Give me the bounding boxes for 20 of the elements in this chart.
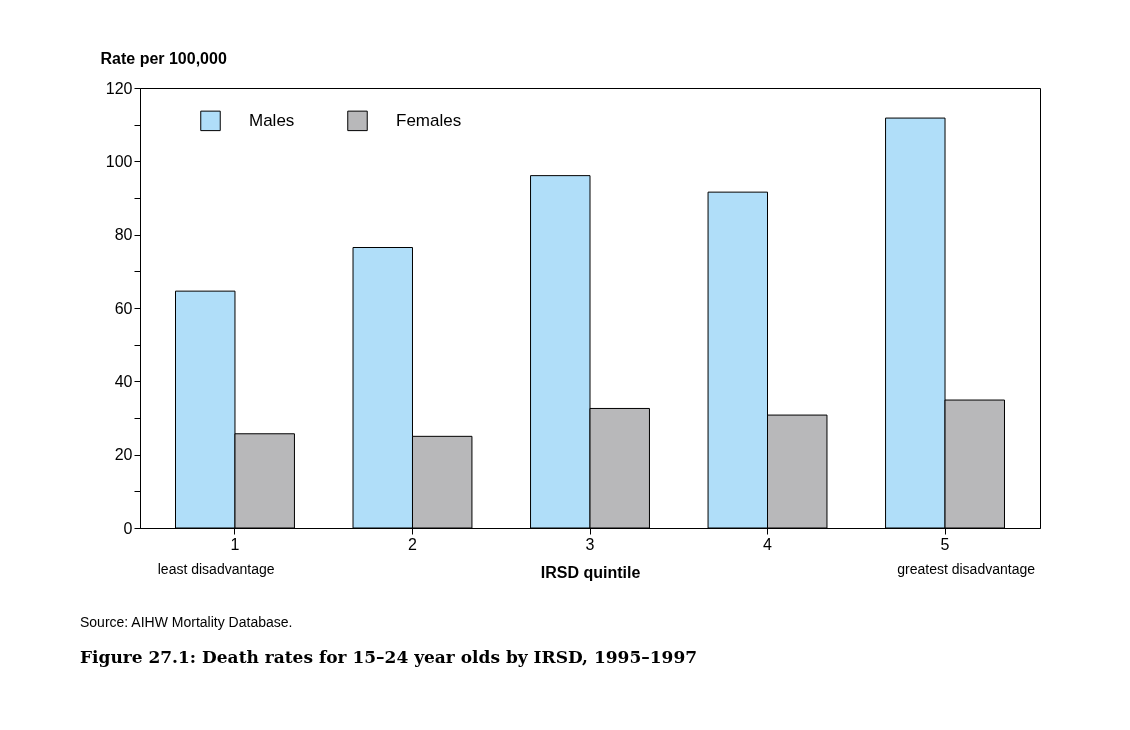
text: Figure 27.1: Death rates for 15–24 year olds by IRSD, 1995–1997 — [80, 647, 698, 667]
y-axis-title: Rate per 100,000 — [100, 49, 227, 67]
source-note: Source: AIHW Mortality Database. — [80, 614, 293, 630]
legend-label: Males — [249, 110, 295, 130]
x-axis-title: IRSD quintile — [540, 563, 641, 581]
text: greatest disadvantage — [897, 561, 1036, 577]
x-tick-label: 2 — [408, 535, 418, 553]
y-tick-label: 100 — [105, 152, 133, 170]
legend-label: Females — [396, 110, 462, 130]
x-tick-label: 1 — [230, 535, 240, 553]
y-tick-label: 60 — [114, 299, 133, 317]
y-tick-label: 40 — [114, 372, 133, 390]
y-tick-label: 120 — [105, 79, 133, 97]
x-tick-label: 4 — [763, 535, 773, 553]
y-tick-label: 0 — [123, 519, 133, 537]
x-tick-label: 5 — [940, 535, 950, 553]
x-tick-label: 3 — [585, 535, 595, 553]
text: least disadvantage — [157, 561, 275, 577]
y-tick-label: 20 — [114, 446, 133, 464]
y-tick-label: 80 — [114, 226, 133, 244]
